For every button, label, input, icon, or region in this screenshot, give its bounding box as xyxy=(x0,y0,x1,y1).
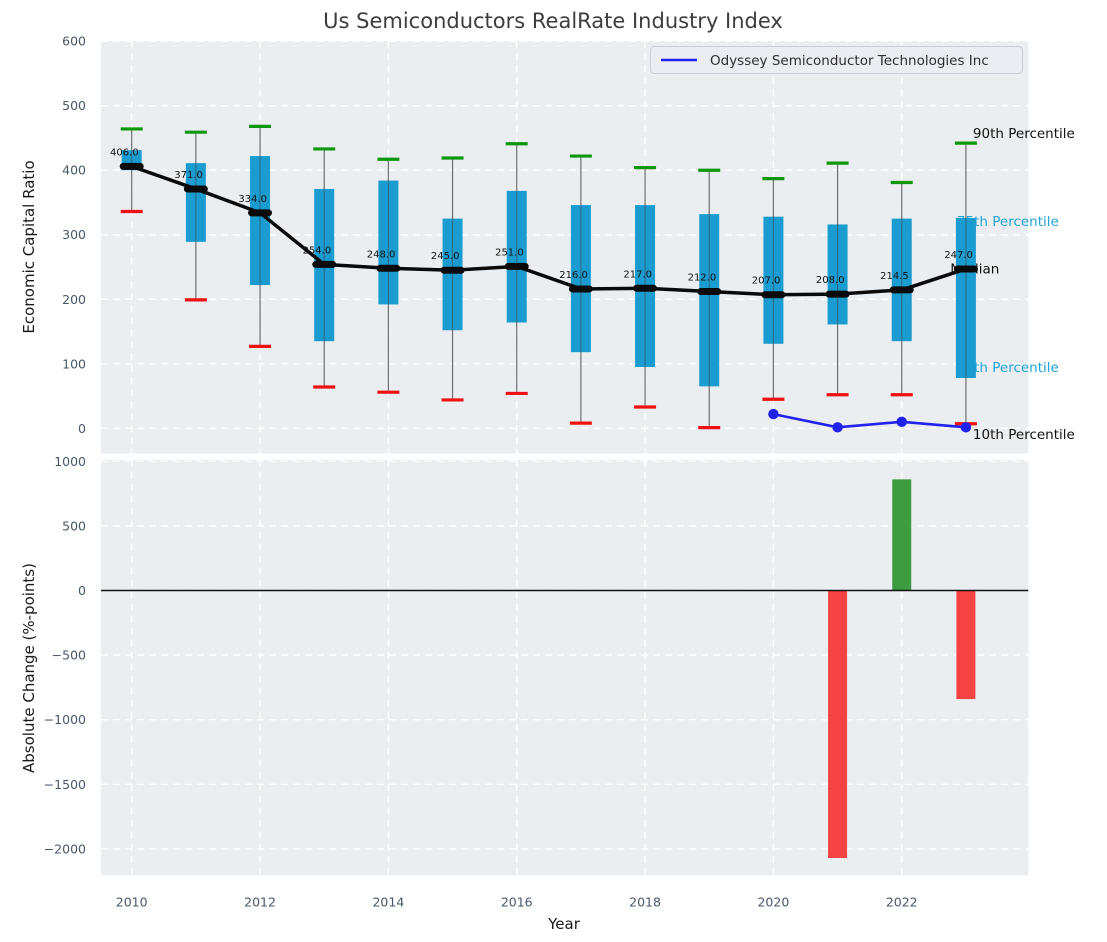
x-tick-label: 2020 xyxy=(757,895,789,910)
bar-positive xyxy=(892,479,912,591)
percentile-10-label: 10th Percentile xyxy=(973,427,1075,443)
median-value-label: 217.0 xyxy=(623,269,652,280)
y-axis-label-top: Economic Capital Ratio xyxy=(20,160,38,333)
y-axis-label-bottom: Absolute Change (%-points) xyxy=(20,563,38,773)
y-tick-label-top: 0 xyxy=(78,421,86,436)
top-panel-bg xyxy=(101,41,1029,454)
median-value-label: 208.0 xyxy=(816,275,845,286)
median-marker xyxy=(825,290,850,298)
bar-negative xyxy=(956,590,976,700)
company-marker xyxy=(768,408,779,420)
y-tick-label-top: 100 xyxy=(62,356,86,371)
median-marker xyxy=(312,260,337,268)
y-tick-label-top: 200 xyxy=(62,292,86,307)
company-line xyxy=(773,412,967,429)
company-marker xyxy=(896,416,907,428)
median-value-label: 248.0 xyxy=(367,249,396,260)
median-value-label: 247.0 xyxy=(944,250,973,261)
median-marker xyxy=(633,284,658,292)
change-bars xyxy=(828,479,976,859)
median-value-label: 214.5 xyxy=(880,271,909,282)
x-tick-label: 2018 xyxy=(629,895,661,910)
company-marker xyxy=(960,422,972,433)
median-value-label: 245.0 xyxy=(431,251,460,262)
median-marker xyxy=(889,286,914,294)
x-tick-label: 2014 xyxy=(372,895,404,910)
y-tick-label-top: 600 xyxy=(62,34,86,49)
median-marker xyxy=(376,264,401,272)
y-tick-label-bottom: −2000 xyxy=(44,841,86,856)
company-marker xyxy=(832,422,843,433)
legend: Odyssey Semiconductor Technologies Inc xyxy=(650,46,1023,74)
y-tick-label-bottom: 0 xyxy=(78,583,86,598)
median-value-label: 371.0 xyxy=(174,170,203,181)
median-marker xyxy=(697,288,722,296)
x-tick-label: 2012 xyxy=(244,895,276,910)
median-marker xyxy=(119,162,144,170)
y-tick-label-top: 300 xyxy=(62,227,86,242)
median-value-label: 251.0 xyxy=(495,247,524,258)
y-tick-label-bottom: −1000 xyxy=(44,712,86,727)
median-marker xyxy=(953,265,978,273)
median-marker xyxy=(183,185,208,193)
median-marker xyxy=(568,285,593,293)
median-value-label: 334.0 xyxy=(238,194,267,205)
x-tick-label: 2022 xyxy=(886,895,918,910)
x-tick-label: 2010 xyxy=(116,895,148,910)
y-tick-label-bottom: −500 xyxy=(52,648,86,663)
y-tick-label-bottom: 500 xyxy=(62,518,86,533)
bottom-panel-bg xyxy=(101,460,1029,876)
bar-negative xyxy=(828,590,848,859)
y-tick-label-top: 400 xyxy=(62,163,86,178)
median-value-label: 212.0 xyxy=(688,273,717,284)
x-tick-label: 2016 xyxy=(501,895,533,910)
percentile-90-label: 90th Percentile xyxy=(973,126,1075,142)
y-tick-label-bottom: −1500 xyxy=(44,777,86,792)
percentile-25-label: 25th Percentile xyxy=(957,360,1059,376)
percentile-75-label: 75th Percentile xyxy=(957,214,1059,230)
median-value-label: 254.0 xyxy=(303,245,332,256)
median-value-label: 207.0 xyxy=(752,276,781,287)
median-marker xyxy=(761,291,786,299)
median-marker xyxy=(440,266,465,274)
legend-label: Odyssey Semiconductor Technologies Inc xyxy=(710,53,989,69)
median-marker xyxy=(504,262,529,270)
chart-title: Us Semiconductors RealRate Industry Inde… xyxy=(323,9,783,33)
median-marker xyxy=(248,209,273,217)
median-value-label: 406.0 xyxy=(110,147,139,158)
median-value-label: 216.0 xyxy=(559,270,588,281)
y-tick-label-bottom: 1000 xyxy=(54,454,86,469)
x-axis-label: Year xyxy=(547,915,581,933)
legend-box xyxy=(650,46,1023,74)
y-tick-label-top: 500 xyxy=(62,98,86,113)
